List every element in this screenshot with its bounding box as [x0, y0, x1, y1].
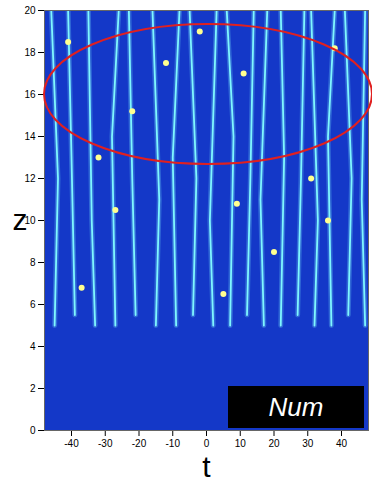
svg-text:30: 30 [302, 438, 314, 449]
svg-text:2: 2 [30, 383, 36, 394]
svg-text:-40: -40 [64, 438, 79, 449]
svg-text:-20: -20 [132, 438, 147, 449]
svg-text:6: 6 [30, 299, 36, 310]
svg-text:8: 8 [30, 257, 36, 268]
svg-text:0: 0 [30, 425, 36, 436]
svg-text:20: 20 [24, 5, 36, 16]
svg-text:4: 4 [30, 341, 36, 352]
svg-text:18: 18 [24, 47, 36, 58]
svg-text:20: 20 [268, 438, 280, 449]
svg-text:10: 10 [235, 438, 247, 449]
html-text:Num: Num [268, 391, 324, 422]
svg-text:z: z [13, 203, 28, 236]
svg-text:12: 12 [24, 173, 36, 184]
svg-text:-10: -10 [166, 438, 181, 449]
svg-text:10: 10 [24, 214, 36, 226]
svg-text:14: 14 [24, 131, 36, 142]
svg-text:16: 16 [24, 89, 36, 100]
svg-text:40: 40 [336, 438, 348, 449]
svg-text:t: t [202, 450, 211, 483]
svg-text:0: 0 [204, 438, 210, 449]
svg-text:-30: -30 [98, 438, 113, 449]
